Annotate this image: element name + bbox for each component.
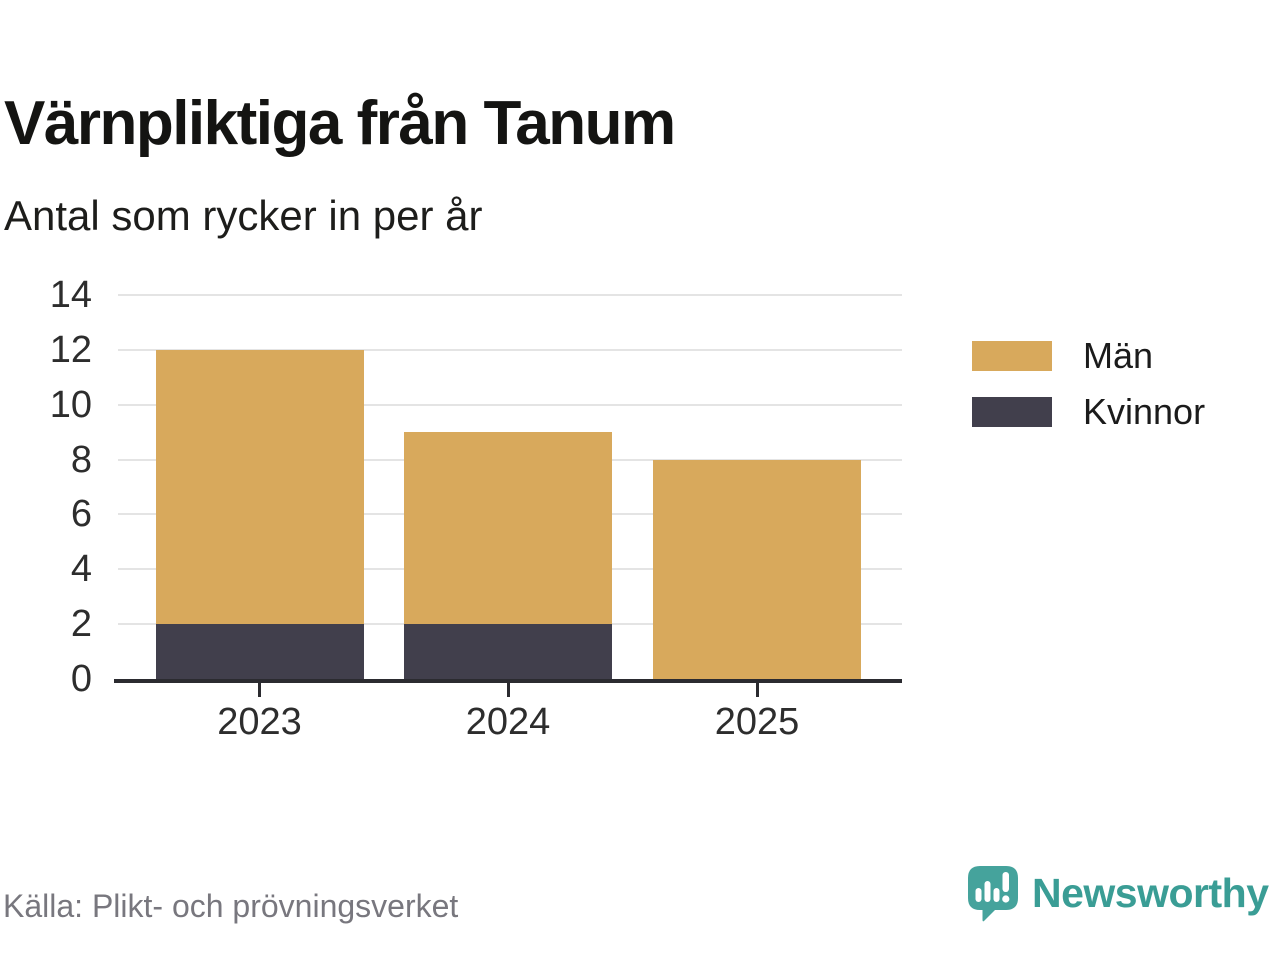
gridline-y12 bbox=[118, 348, 902, 351]
y-axis-tick-label-4: 4 bbox=[70, 548, 92, 591]
x-axis-tick-2025 bbox=[755, 683, 759, 697]
legend-item-kvinnor: Kvinnor bbox=[972, 394, 1205, 430]
gridline-y14 bbox=[118, 294, 902, 296]
y-axis-tick-label-8: 8 bbox=[70, 438, 92, 481]
chart-subtitle: Antal som rycker in per år bbox=[4, 192, 483, 239]
bar-2023-män bbox=[155, 349, 364, 625]
y-axis-tick-label-6: 6 bbox=[70, 493, 92, 536]
legend-swatch-kvinnor bbox=[972, 397, 1052, 427]
chart-title: Värnpliktiga från Tanum bbox=[4, 88, 676, 158]
gridline-y10 bbox=[118, 403, 902, 406]
source-caption: Källa: Plikt- och prövningsverket bbox=[3, 888, 459, 924]
x-axis-tick-label-2025: 2025 bbox=[714, 701, 800, 743]
newsworthy-wordmark: Newsworthy bbox=[1032, 870, 1269, 916]
y-axis-tick-label-12: 12 bbox=[49, 328, 92, 371]
newsworthy-logo-icon bbox=[968, 866, 1018, 922]
legend-item-man: Män bbox=[972, 338, 1153, 374]
bar-2024-kvinnor bbox=[404, 624, 612, 679]
x-axis-tick-label-2024: 2024 bbox=[465, 701, 551, 743]
x-axis-line bbox=[114, 679, 902, 683]
bar-2024-män bbox=[404, 432, 612, 625]
legend-label-man: Män bbox=[1083, 335, 1154, 376]
y-axis-tick-label-10: 10 bbox=[49, 383, 92, 426]
newsworthy-branding: Newsworthy bbox=[966, 864, 1269, 922]
x-axis-tick-label-2023: 2023 bbox=[217, 701, 302, 743]
y-axis-tick-label-2: 2 bbox=[70, 603, 92, 646]
bar-2025-män bbox=[653, 459, 861, 679]
y-axis-tick-label-0: 0 bbox=[70, 658, 92, 700]
legend-label-kvinnor: Kvinnor bbox=[1083, 391, 1206, 432]
bar-2023-kvinnor bbox=[155, 624, 364, 679]
x-axis-tick-2024 bbox=[506, 683, 510, 697]
x-axis-tick-2023 bbox=[258, 683, 261, 697]
legend-swatch-man bbox=[972, 341, 1052, 371]
y-axis-tick-label-14: 14 bbox=[49, 274, 92, 316]
